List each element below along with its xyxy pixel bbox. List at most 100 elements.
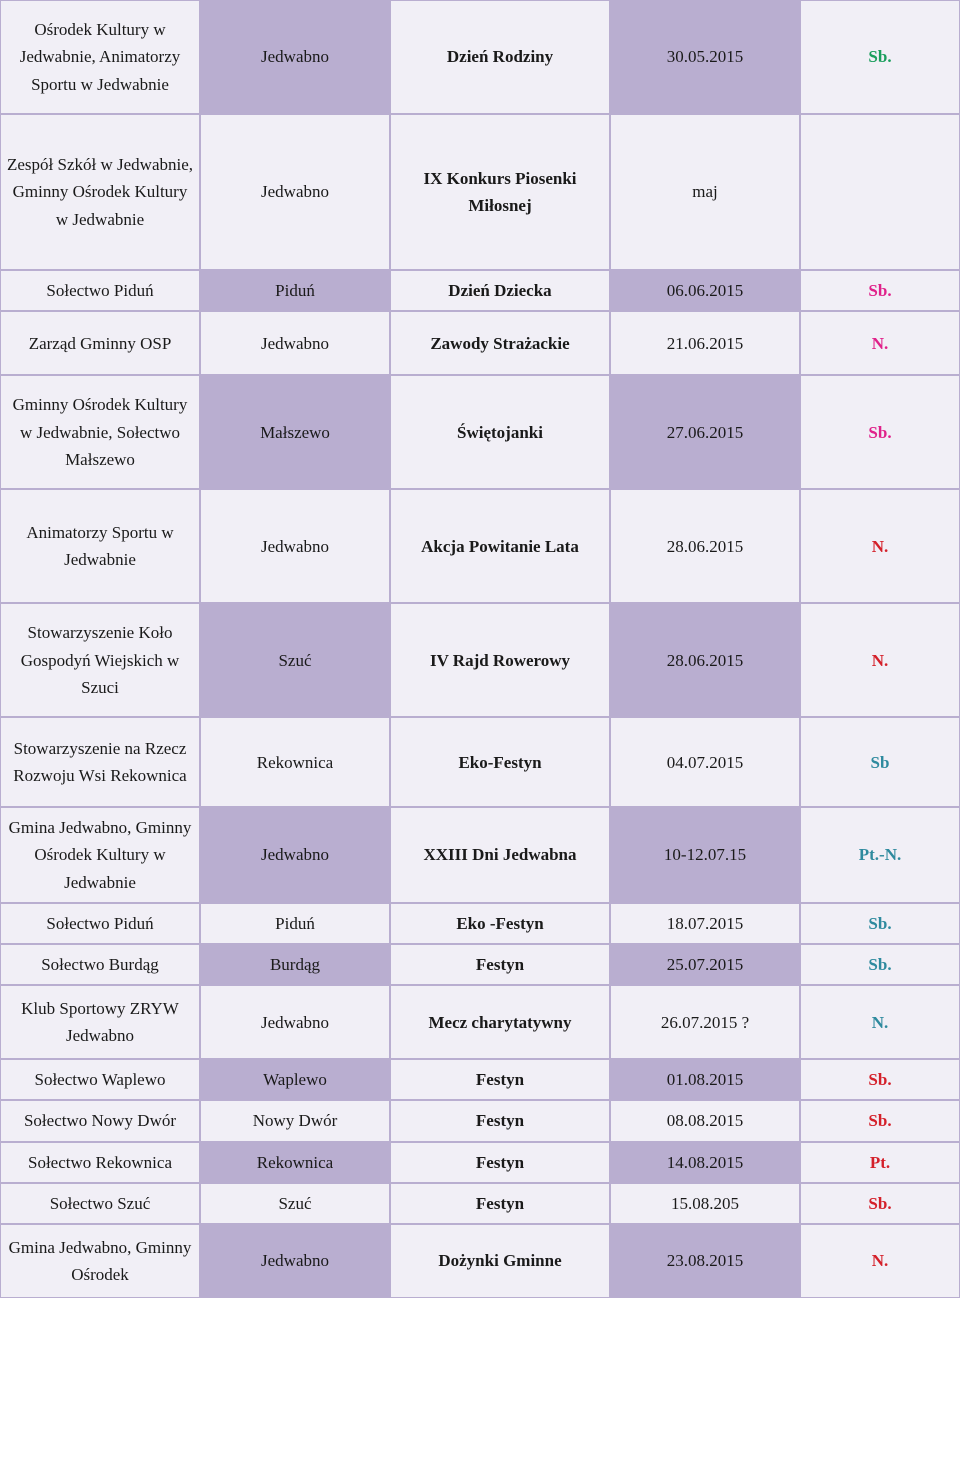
day-cell — [800, 114, 960, 270]
date-cell: 01.08.2015 — [610, 1059, 800, 1100]
table-row: Stowarzyszenie na Rzecz Rozwoju Wsi Reko… — [0, 717, 960, 807]
date-cell: 08.08.2015 — [610, 1100, 800, 1141]
event-cell: Festyn — [390, 1059, 610, 1100]
event-cell: Dzień Dziecka — [390, 270, 610, 311]
place-cell: Burdąg — [200, 944, 390, 985]
place-cell: Jedwabno — [200, 114, 390, 270]
table-row: Gmina Jedwabno, Gminny OśrodekJedwabnoDo… — [0, 1224, 960, 1298]
day-cell: Sb. — [800, 0, 960, 114]
table-row: Klub Sportowy ZRYW JedwabnoJedwabnoMecz … — [0, 985, 960, 1059]
place-cell: Szuć — [200, 603, 390, 717]
date-cell: 26.07.2015 ? — [610, 985, 800, 1059]
organizer-cell: Gminny Ośrodek Kultury w Jedwabnie, Sołe… — [0, 375, 200, 489]
organizer-cell: Gmina Jedwabno, Gminny Ośrodek Kultury w… — [0, 807, 200, 903]
organizer-cell: Sołectwo Piduń — [0, 270, 200, 311]
date-cell: 04.07.2015 — [610, 717, 800, 807]
event-cell: Dzień Rodziny — [390, 0, 610, 114]
day-cell: Sb. — [800, 1100, 960, 1141]
place-cell: Jedwabno — [200, 0, 390, 114]
date-cell: maj — [610, 114, 800, 270]
place-cell: Jedwabno — [200, 807, 390, 903]
day-cell: Sb. — [800, 944, 960, 985]
event-cell: Festyn — [390, 1100, 610, 1141]
event-cell: Festyn — [390, 1183, 610, 1224]
organizer-cell: Ośrodek Kultury w Jedwabnie, Animatorzy … — [0, 0, 200, 114]
event-cell: IV Rajd Rowerowy — [390, 603, 610, 717]
date-cell: 18.07.2015 — [610, 903, 800, 944]
event-cell: IX Konkurs Piosenki Miłosnej — [390, 114, 610, 270]
event-cell: Eko -Festyn — [390, 903, 610, 944]
event-cell: Eko-Festyn — [390, 717, 610, 807]
event-cell: Zawody Strażackie — [390, 311, 610, 375]
place-cell: Małszewo — [200, 375, 390, 489]
day-cell: Sb — [800, 717, 960, 807]
day-cell: Pt.-N. — [800, 807, 960, 903]
day-cell: N. — [800, 985, 960, 1059]
place-cell: Nowy Dwór — [200, 1100, 390, 1141]
organizer-cell: Animatorzy Sportu w Jedwabnie — [0, 489, 200, 603]
organizer-cell: Klub Sportowy ZRYW Jedwabno — [0, 985, 200, 1059]
table-row: Zespół Szkół w Jedwabnie, Gminny Ośrodek… — [0, 114, 960, 270]
day-cell: N. — [800, 1224, 960, 1298]
table-row: Sołectwo PiduńPiduńDzień Dziecka06.06.20… — [0, 270, 960, 311]
event-cell: Mecz charytatywny — [390, 985, 610, 1059]
date-cell: 28.06.2015 — [610, 603, 800, 717]
day-cell: Sb. — [800, 375, 960, 489]
organizer-cell: Sołectwo Nowy Dwór — [0, 1100, 200, 1141]
date-cell: 15.08.205 — [610, 1183, 800, 1224]
day-cell: N. — [800, 489, 960, 603]
place-cell: Jedwabno — [200, 1224, 390, 1298]
place-cell: Jedwabno — [200, 311, 390, 375]
date-cell: 30.05.2015 — [610, 0, 800, 114]
table-row: Zarząd Gminny OSPJedwabnoZawody Strażack… — [0, 311, 960, 375]
place-cell: Rekownica — [200, 1142, 390, 1183]
day-cell: Sb. — [800, 903, 960, 944]
table-row: Sołectwo SzućSzućFestyn15.08.205Sb. — [0, 1183, 960, 1224]
date-cell: 10-12.07.15 — [610, 807, 800, 903]
date-cell: 25.07.2015 — [610, 944, 800, 985]
table-row: Sołectwo BurdągBurdągFestyn25.07.2015Sb. — [0, 944, 960, 985]
organizer-cell: Stowarzyszenie Koło Gospodyń Wiejskich w… — [0, 603, 200, 717]
event-cell: XXIII Dni Jedwabna — [390, 807, 610, 903]
table-row: Sołectwo Nowy DwórNowy DwórFestyn08.08.2… — [0, 1100, 960, 1141]
event-cell: Festyn — [390, 1142, 610, 1183]
event-cell: Dożynki Gminne — [390, 1224, 610, 1298]
date-cell: 06.06.2015 — [610, 270, 800, 311]
date-cell: 14.08.2015 — [610, 1142, 800, 1183]
table-row: Stowarzyszenie Koło Gospodyń Wiejskich w… — [0, 603, 960, 717]
organizer-cell: Sołectwo Burdąg — [0, 944, 200, 985]
table-row: Ośrodek Kultury w Jedwabnie, Animatorzy … — [0, 0, 960, 114]
organizer-cell: Stowarzyszenie na Rzecz Rozwoju Wsi Reko… — [0, 717, 200, 807]
place-cell: Jedwabno — [200, 985, 390, 1059]
date-cell: 21.06.2015 — [610, 311, 800, 375]
place-cell: Szuć — [200, 1183, 390, 1224]
date-cell: 27.06.2015 — [610, 375, 800, 489]
day-cell: Sb. — [800, 1183, 960, 1224]
table-row: Sołectwo WaplewoWaplewoFestyn01.08.2015S… — [0, 1059, 960, 1100]
table-row: Sołectwo RekownicaRekownicaFestyn14.08.2… — [0, 1142, 960, 1183]
organizer-cell: Sołectwo Szuć — [0, 1183, 200, 1224]
date-cell: 23.08.2015 — [610, 1224, 800, 1298]
place-cell: Jedwabno — [200, 489, 390, 603]
organizer-cell: Sołectwo Piduń — [0, 903, 200, 944]
place-cell: Piduń — [200, 903, 390, 944]
day-cell: N. — [800, 311, 960, 375]
table-row: Gmina Jedwabno, Gminny Ośrodek Kultury w… — [0, 807, 960, 903]
organizer-cell: Zarząd Gminny OSP — [0, 311, 200, 375]
event-cell: Festyn — [390, 944, 610, 985]
organizer-cell: Gmina Jedwabno, Gminny Ośrodek — [0, 1224, 200, 1298]
day-cell: Pt. — [800, 1142, 960, 1183]
date-cell: 28.06.2015 — [610, 489, 800, 603]
place-cell: Piduń — [200, 270, 390, 311]
day-cell: Sb. — [800, 270, 960, 311]
organizer-cell: Zespół Szkół w Jedwabnie, Gminny Ośrodek… — [0, 114, 200, 270]
day-cell: Sb. — [800, 1059, 960, 1100]
organizer-cell: Sołectwo Rekownica — [0, 1142, 200, 1183]
event-cell: Akcja Powitanie Lata — [390, 489, 610, 603]
place-cell: Waplewo — [200, 1059, 390, 1100]
table-row: Animatorzy Sportu w JedwabnieJedwabnoAkc… — [0, 489, 960, 603]
organizer-cell: Sołectwo Waplewo — [0, 1059, 200, 1100]
events-table: Ośrodek Kultury w Jedwabnie, Animatorzy … — [0, 0, 960, 1298]
table-row: Sołectwo PiduńPiduńEko -Festyn18.07.2015… — [0, 903, 960, 944]
event-cell: Świętojanki — [390, 375, 610, 489]
